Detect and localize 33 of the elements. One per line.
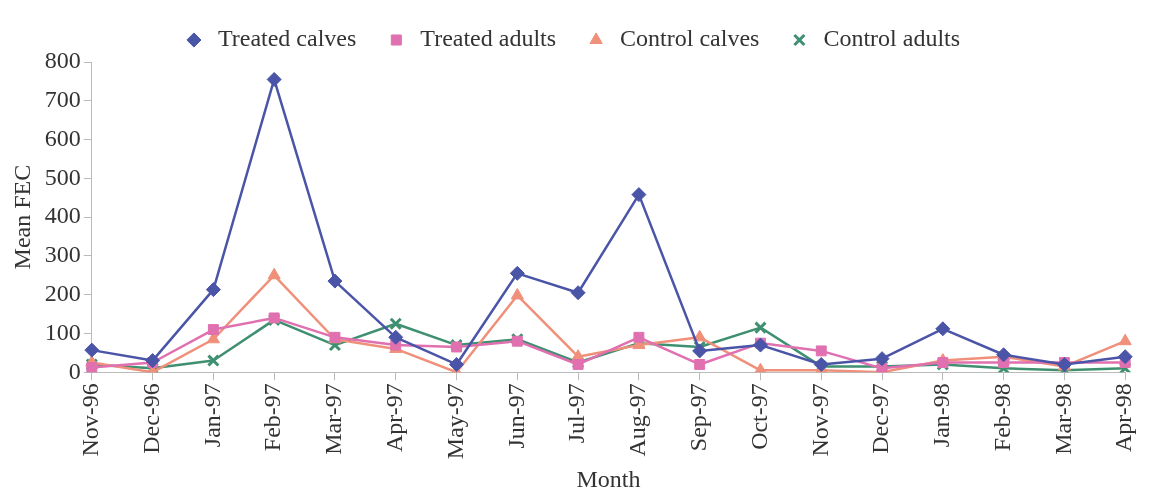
x-tick-label: Feb-97 bbox=[259, 383, 286, 452]
x-tick-label: Mar-98 bbox=[1049, 383, 1076, 455]
x-tick-label: Nov-97 bbox=[806, 383, 833, 457]
y-tick-label: 500 bbox=[44, 163, 81, 190]
x-axis-title: Month bbox=[576, 465, 641, 492]
x-tick-label: Dec-96 bbox=[137, 383, 164, 454]
y-tick-label: 600 bbox=[44, 124, 81, 151]
y-tick-label: 200 bbox=[44, 279, 81, 306]
x-tick-label: Sep-97 bbox=[684, 383, 711, 452]
x-tick-label: Apr-98 bbox=[1110, 383, 1137, 453]
y-tick-label: 0 bbox=[68, 357, 81, 384]
x-tick-label: Mar-97 bbox=[320, 383, 347, 455]
x-tick-label: May-97 bbox=[441, 383, 468, 460]
y-tick-label: 100 bbox=[44, 318, 81, 345]
x-tick-label: Apr-97 bbox=[381, 383, 408, 453]
legend-label: Control calves bbox=[620, 25, 760, 52]
y-tick-label: 700 bbox=[44, 86, 81, 113]
y-tick-label: 400 bbox=[44, 202, 81, 229]
y-axis-title: Mean FEC bbox=[8, 164, 35, 270]
y-tick-label: 300 bbox=[44, 241, 81, 268]
legend-label: Treated adults bbox=[420, 25, 557, 52]
legend-label: Treated calves bbox=[217, 25, 357, 52]
legend-label: Control adults bbox=[823, 25, 961, 52]
x-tick-label: Jul-97 bbox=[563, 383, 590, 444]
x-tick-label: Aug-97 bbox=[624, 383, 651, 457]
x-tick-label: Nov-96 bbox=[77, 383, 104, 457]
y-tick-label: 800 bbox=[44, 47, 81, 74]
x-tick-label: Dec-97 bbox=[867, 383, 894, 454]
x-tick-label: Feb-98 bbox=[988, 383, 1015, 452]
x-tick-label: Jan-98 bbox=[928, 383, 955, 448]
x-tick-label: Jun-97 bbox=[502, 383, 529, 449]
x-tick-label: Jan-97 bbox=[198, 383, 225, 448]
x-tick-label: Oct-97 bbox=[745, 383, 772, 450]
